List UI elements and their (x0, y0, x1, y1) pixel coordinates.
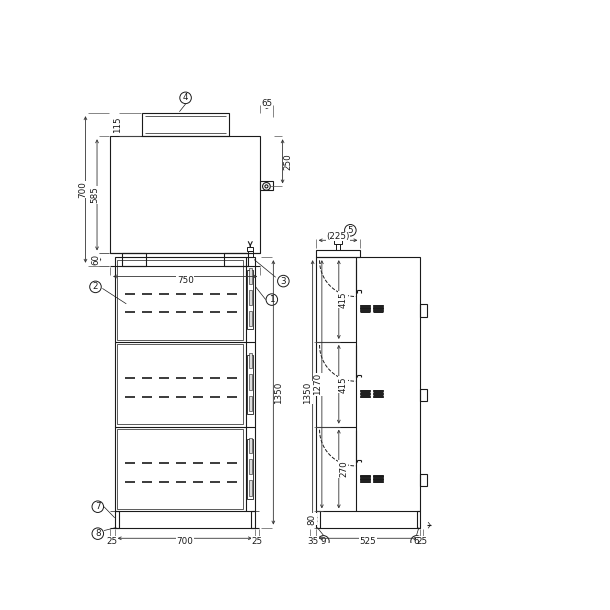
Text: 25: 25 (251, 537, 263, 546)
Bar (420, 304, 426, 317)
Bar (334, 240, 342, 244)
Bar (420, 389, 426, 401)
Text: 270: 270 (339, 461, 348, 478)
Text: 6: 6 (414, 537, 419, 546)
Bar (110, 137, 260, 253)
Bar (117, 344, 243, 425)
Bar (373, 396, 382, 397)
Bar (316, 257, 420, 511)
Text: 25: 25 (416, 537, 427, 546)
Bar (115, 257, 255, 511)
Bar (247, 354, 253, 414)
Bar (247, 439, 253, 498)
Bar (247, 247, 253, 251)
Text: 700: 700 (176, 537, 193, 546)
Bar (143, 113, 229, 137)
Text: 750: 750 (177, 276, 193, 285)
Bar (249, 396, 252, 411)
Text: 1350: 1350 (274, 381, 283, 404)
Text: 2: 2 (93, 282, 98, 292)
Bar (373, 475, 382, 476)
Bar (249, 438, 252, 453)
Bar (373, 479, 382, 480)
Text: 250: 250 (284, 153, 292, 170)
Bar (373, 390, 382, 391)
Text: 115: 115 (113, 117, 121, 133)
Bar (373, 393, 382, 394)
Bar (117, 259, 243, 340)
Bar (249, 375, 252, 390)
Bar (224, 253, 248, 266)
Bar (360, 396, 370, 397)
Text: 35: 35 (307, 537, 318, 546)
Bar (249, 290, 252, 305)
Bar (360, 390, 370, 391)
Text: 700: 700 (78, 181, 87, 198)
Text: 1270: 1270 (314, 373, 323, 395)
Bar (249, 311, 252, 326)
Bar (249, 480, 252, 495)
Text: 65: 65 (261, 99, 273, 108)
Bar (247, 270, 253, 329)
Bar (373, 476, 382, 477)
Bar (260, 181, 273, 190)
Bar (249, 459, 252, 475)
Bar (360, 481, 370, 482)
Bar (373, 478, 382, 479)
Bar (117, 429, 243, 509)
Bar (420, 473, 426, 486)
Text: 9: 9 (321, 537, 326, 546)
Bar (249, 268, 252, 284)
Text: 7: 7 (95, 502, 101, 511)
Bar (373, 481, 382, 482)
Bar (360, 393, 370, 394)
Bar (249, 353, 252, 368)
Text: 5: 5 (348, 226, 353, 235)
Text: 1350: 1350 (304, 381, 312, 404)
Bar (316, 249, 361, 257)
Text: 585: 585 (90, 187, 99, 203)
Text: 8: 8 (95, 529, 101, 538)
Text: 60: 60 (91, 254, 100, 265)
Bar (336, 244, 340, 249)
Text: 80: 80 (307, 514, 317, 525)
Bar (248, 251, 253, 257)
Bar (115, 511, 118, 528)
Text: 4: 4 (183, 93, 188, 102)
Text: 415: 415 (339, 376, 348, 393)
Bar (417, 511, 420, 528)
Text: 415: 415 (339, 291, 348, 308)
Bar (316, 511, 320, 528)
Text: (225): (225) (326, 232, 350, 241)
Bar (360, 478, 370, 479)
Bar (123, 253, 146, 266)
Text: 525: 525 (360, 537, 376, 546)
Text: 25: 25 (107, 537, 118, 546)
Text: 3: 3 (281, 276, 286, 285)
Text: 1: 1 (269, 295, 274, 304)
Bar (360, 476, 370, 477)
Bar (360, 479, 370, 480)
Bar (251, 511, 255, 528)
Bar (360, 475, 370, 476)
